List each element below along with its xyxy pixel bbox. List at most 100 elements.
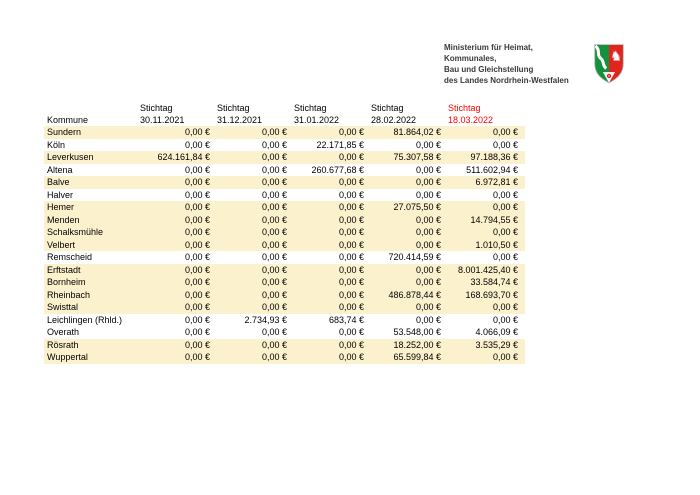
column-header-1: Stichtag 30.11.2021 xyxy=(140,95,217,126)
table-header-row: Kommune Stichtag 30.11.2021 Stichtag 31.… xyxy=(44,95,525,126)
amount-cell: 6.972,81 € xyxy=(475,177,518,188)
amount-cell: 0,00 € xyxy=(261,189,287,200)
amount-cell: 0,00 € xyxy=(338,252,364,263)
table-row: Hemer 0,00 € 0,00 € 0,00 € 27.075,50 € 0,00 € xyxy=(44,201,525,214)
amount-cell: 0,00 € xyxy=(184,339,210,350)
amount-cell: 0,00 € xyxy=(184,352,210,363)
amount-cell: 0,00 € xyxy=(415,177,441,188)
ministry-name-line-1: Ministerium für Heimat, Kommunales, xyxy=(444,43,533,63)
table-row: Balve 0,00 € 0,00 € 0,00 € 0,00 € 6.972,81 € xyxy=(44,176,525,189)
amount-cell: 0,00 € xyxy=(261,214,287,225)
table-row: Erftstadt 0,00 € 0,00 € 0,00 € 0,00 € 8.001.4… xyxy=(44,263,525,276)
table-row: Leichlingen (Rhld.) 0,00 € 2.734,93 € 683,7… xyxy=(44,314,525,327)
amount-cell: 0,00 € xyxy=(261,352,287,363)
kommune-cell: Rösrath xyxy=(47,339,79,350)
table-row: Swisttal 0,00 € 0,00 € 0,00 € 0,00 € 0,00 € xyxy=(44,301,525,314)
amount-cell: 0,00 € xyxy=(184,214,210,225)
amount-cell: 65.599,84 € xyxy=(393,352,441,363)
amount-cell: 8.001.425,40 € xyxy=(457,264,518,275)
column-header-2: Stichtag 31.12.2021 xyxy=(217,95,294,126)
ministry-name: Ministerium für Heimat, Kommunales, Bau … xyxy=(444,42,583,86)
ministry-name-line-2: Bau und Gleichstellung xyxy=(444,65,534,74)
kommune-column-header: Kommune xyxy=(44,95,140,126)
kommune-cell: Overath xyxy=(47,327,80,338)
amount-cell: 0,00 € xyxy=(492,302,518,313)
table-row: Rösrath 0,00 € 0,00 € 0,00 € 18.252,00 € 3.53… xyxy=(44,338,525,351)
amount-cell: 0,00 € xyxy=(338,277,364,288)
amount-cell: 97.188,36 € xyxy=(470,152,518,163)
amount-cell: 0,00 € xyxy=(184,139,210,150)
amount-cell: 0,00 € xyxy=(415,189,441,200)
kommune-cell: Swisttal xyxy=(47,302,79,313)
amount-cell: 2.734,93 € xyxy=(244,314,287,325)
amount-cell: 0,00 € xyxy=(338,127,364,138)
amount-cell: 0,00 € xyxy=(261,302,287,313)
kommune-cell: Remscheid xyxy=(47,252,93,263)
amount-cell: 53.548,00 € xyxy=(393,327,441,338)
amount-cell: 0,00 € xyxy=(415,164,441,175)
amount-cell: 624.161,84 € xyxy=(157,152,210,163)
amount-cell: 0,00 € xyxy=(261,164,287,175)
amount-cell: 81.864,02 € xyxy=(393,127,441,138)
amount-cell: 0,00 € xyxy=(261,277,287,288)
amount-cell: 0,00 € xyxy=(261,127,287,138)
kommune-cell: Sundern xyxy=(47,127,82,138)
table-row: Halver 0,00 € 0,00 € 0,00 € 0,00 € 0,00 € xyxy=(44,189,525,202)
lippe-rose-center xyxy=(608,75,610,77)
kommune-cell: Rheinbach xyxy=(47,289,91,300)
amount-cell: 0,00 € xyxy=(338,214,364,225)
stichtag-label: Stichtag xyxy=(371,103,404,113)
kommune-cell: Menden xyxy=(47,214,80,225)
stichtag-label: Stichtag xyxy=(294,103,327,113)
stichtag-date: 28.02.2022 xyxy=(371,114,417,125)
amount-cell: 0,00 € xyxy=(261,227,287,238)
amount-cell: 0,00 € xyxy=(184,227,210,238)
stichtag-date: 31.01.2022 xyxy=(294,114,340,125)
amount-cell: 0,00 € xyxy=(492,127,518,138)
table-row: Altena 0,00 € 0,00 € 260.677,68 € 0,00 € 511.… xyxy=(44,164,525,177)
amount-cell: 0,00 € xyxy=(338,227,364,238)
amount-cell: 0,00 € xyxy=(184,277,210,288)
amount-cell: 27.075,50 € xyxy=(393,202,441,213)
amount-cell: 1.010,50 € xyxy=(475,239,518,250)
amount-cell: 0,00 € xyxy=(261,264,287,275)
rhine-wavy-band xyxy=(594,44,608,70)
amount-cell: 0,00 € xyxy=(338,289,364,300)
amount-cell: 0,00 € xyxy=(492,314,518,325)
stichtag-label: Stichtag xyxy=(217,103,250,113)
amount-cell: 0,00 € xyxy=(492,189,518,200)
kommune-cell: Hemer xyxy=(47,202,75,213)
amount-cell: 0,00 € xyxy=(415,302,441,313)
amount-cell: 0,00 € xyxy=(184,252,210,263)
amount-cell: 0,00 € xyxy=(184,264,210,275)
amount-cell: 0,00 € xyxy=(338,202,364,213)
amount-cell: 0,00 € xyxy=(492,227,518,238)
stichtag-date: 18.03.2022 xyxy=(448,114,494,125)
amount-cell: 260.677,68 € xyxy=(311,164,364,175)
stichtag-label: Stichtag xyxy=(140,103,173,113)
column-header-3: Stichtag 31.01.2022 xyxy=(294,95,371,126)
amount-cell: 0,00 € xyxy=(492,352,518,363)
table-body: Sundern 0,00 €0,00 €0,00 €81.864,02 €0,00… xyxy=(44,126,525,364)
amount-cell: 3.535,29 € xyxy=(475,339,518,350)
amount-cell: 0,00 € xyxy=(492,202,518,213)
kommune-cell: Leverkusen xyxy=(47,152,94,163)
column-header-5-highlighted: Stichtag 18.03.2022 xyxy=(448,95,525,126)
westphalian-horse: ♞ xyxy=(610,48,622,64)
table-row: Leverkusen 624.161,84 € 0,00 € 0,00 € 75.307… xyxy=(44,151,525,164)
amount-cell: 0,00 € xyxy=(338,189,364,200)
amount-cell: 22.171,85 € xyxy=(316,139,364,150)
table-row: Velbert 0,00 € 0,00 € 0,00 € 0,00 € 1.010,50 … xyxy=(44,238,525,251)
amount-cell: 0,00 € xyxy=(261,339,287,350)
amount-cell: 0,00 € xyxy=(261,239,287,250)
kommune-header-label: Kommune xyxy=(47,114,89,125)
kommune-cell: Wuppertal xyxy=(47,352,88,363)
stichtag-table: Kommune Stichtag 30.11.2021 Stichtag 31.… xyxy=(44,95,525,364)
amount-cell: 33.584,74 € xyxy=(470,277,518,288)
nrw-coat-of-arms-icon: ♞ xyxy=(592,42,626,86)
amount-cell: 0,00 € xyxy=(492,252,518,263)
amount-cell: 0,00 € xyxy=(338,264,364,275)
amount-cell: 0,00 € xyxy=(415,239,441,250)
amount-cell: 0,00 € xyxy=(338,327,364,338)
kommune-cell: Schalksmühle xyxy=(47,227,104,238)
